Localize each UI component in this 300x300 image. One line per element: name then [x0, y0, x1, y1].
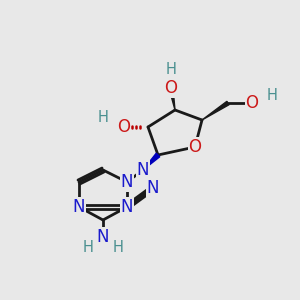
Text: H: H [112, 239, 123, 254]
Text: O: O [245, 94, 259, 112]
Text: O: O [118, 118, 130, 136]
Text: N: N [97, 228, 109, 246]
Text: N: N [137, 161, 149, 179]
Text: H: H [98, 110, 108, 124]
Text: H: H [267, 88, 278, 104]
Text: H: H [82, 239, 93, 254]
Text: N: N [73, 198, 85, 216]
Text: N: N [121, 198, 133, 216]
Polygon shape [169, 88, 175, 110]
Text: N: N [147, 179, 159, 197]
Text: O: O [164, 79, 178, 97]
Text: O: O [188, 138, 202, 156]
Text: N: N [121, 173, 133, 191]
Polygon shape [143, 153, 160, 170]
Text: H: H [166, 61, 176, 76]
Polygon shape [202, 101, 229, 120]
